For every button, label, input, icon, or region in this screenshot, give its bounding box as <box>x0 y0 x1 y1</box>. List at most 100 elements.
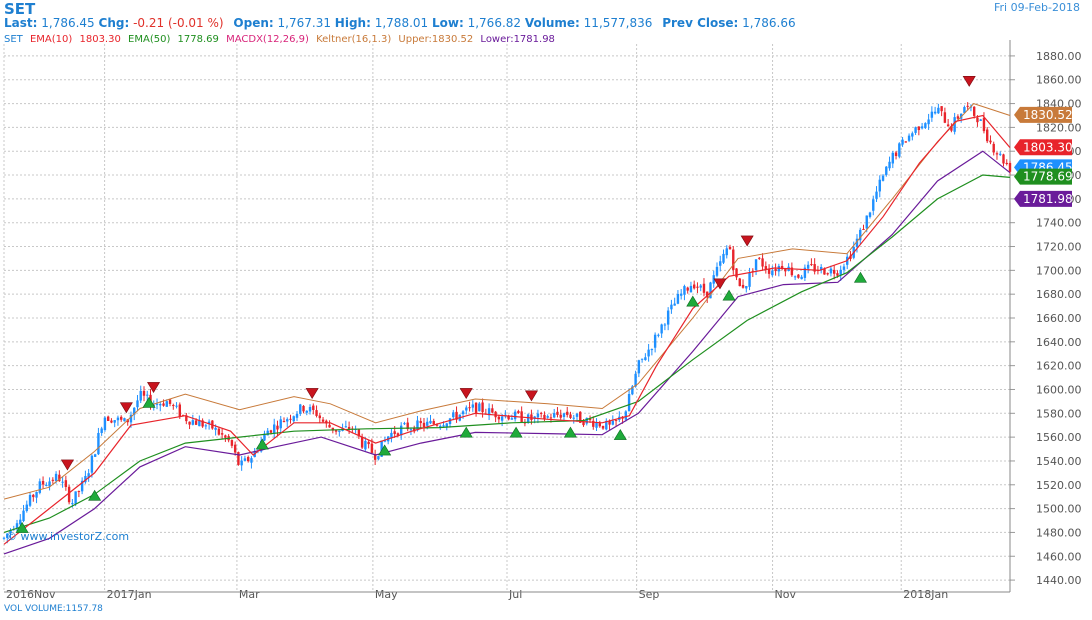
sell-signal-marker <box>713 278 727 290</box>
candle-body <box>595 422 598 428</box>
candle-body <box>878 179 881 192</box>
candle-body <box>175 405 178 407</box>
chg-value: -0.21 (-0.01 %) <box>133 16 224 30</box>
candle-body <box>338 430 341 432</box>
candle-body <box>439 425 442 428</box>
sell-signal-marker <box>305 388 319 399</box>
sell-signal-marker <box>524 390 538 402</box>
candle-body <box>325 420 328 424</box>
candle-body <box>198 420 201 427</box>
y-tick-label: 1820.00 <box>1036 121 1082 134</box>
candle-body <box>305 410 308 413</box>
candle-body <box>250 458 253 463</box>
candle-body <box>513 411 517 420</box>
candle-body <box>220 433 224 435</box>
candle-body <box>663 324 667 326</box>
candle-body <box>390 432 393 439</box>
candle-body <box>100 428 103 433</box>
legend-ema10-value: 1803.30 <box>79 34 121 45</box>
buy-signal-marker <box>563 426 577 438</box>
quote-line: Last: 1,786.45 Chg: -0.21 (-0.01 %) Open… <box>4 16 796 30</box>
candle-body <box>269 430 273 433</box>
candle-body <box>725 248 728 256</box>
indicator-legend: SET EMA(10) 1803.30 EMA(50) 1778.69 MACD… <box>4 34 559 45</box>
candle-body <box>279 419 282 429</box>
candle-body <box>240 460 243 466</box>
candle-body <box>168 399 172 404</box>
candle-body <box>54 473 58 482</box>
candle-body <box>233 444 237 453</box>
candle-body <box>972 106 976 116</box>
candle-body <box>963 107 966 113</box>
candle-body <box>159 403 162 406</box>
y-tick-label: 1500.00 <box>1036 503 1082 516</box>
candle-body <box>647 349 650 357</box>
candle-body <box>1008 162 1012 172</box>
candle-body <box>793 276 797 278</box>
candle-body <box>823 268 826 275</box>
candle-body <box>41 480 45 485</box>
candle-body <box>582 421 585 426</box>
candle-body <box>383 440 387 442</box>
candle-body <box>826 273 829 275</box>
candle-body <box>276 425 279 430</box>
buy-signal-marker <box>15 521 29 533</box>
candle-body <box>393 431 396 434</box>
candle-body <box>719 261 722 266</box>
candle-body <box>370 443 374 453</box>
legend-keltner: Keltner(16,1.3) <box>316 34 392 45</box>
candle-body <box>15 523 19 529</box>
candle-body <box>286 419 289 422</box>
candle-body <box>761 258 764 267</box>
candle-body <box>715 266 719 276</box>
candle-body <box>471 404 475 408</box>
x-tick-label: Nov <box>775 588 797 601</box>
candle-body <box>608 421 611 425</box>
candle-body <box>403 423 406 425</box>
candle-body <box>992 143 995 153</box>
candle-body <box>956 116 960 119</box>
candle-body <box>885 166 888 175</box>
candle-body <box>207 421 211 424</box>
candle-body <box>530 414 533 420</box>
candle-body <box>377 456 380 460</box>
candle-body <box>666 310 670 325</box>
candle-body <box>842 266 846 270</box>
watermark: © www.investorZ.com <box>6 530 130 543</box>
candle-body <box>429 420 432 424</box>
y-tick-label: 1640.00 <box>1036 336 1082 349</box>
y-tick-label: 1440.00 <box>1036 574 1082 587</box>
candle-body <box>855 238 859 248</box>
candle-body <box>312 405 315 410</box>
candle-body <box>448 418 452 425</box>
candle-body <box>745 285 748 289</box>
candle-body <box>829 268 833 274</box>
candle-body <box>999 153 1002 155</box>
x-tick-label: 2016Nov <box>6 588 56 601</box>
y-tick-label: 1720.00 <box>1036 241 1082 254</box>
last-value: 1,786.45 <box>41 16 95 30</box>
candle-body <box>334 429 338 432</box>
candle-body <box>507 415 510 420</box>
candle-body <box>598 423 601 427</box>
candle-body <box>683 286 686 295</box>
candle-body <box>188 421 191 425</box>
candle-body <box>432 420 435 425</box>
legend-set: SET <box>4 34 23 45</box>
candle-body <box>888 161 891 169</box>
candle-body <box>103 417 107 431</box>
candle-body <box>904 141 908 143</box>
candle-body <box>813 264 816 272</box>
candle-body <box>670 304 673 310</box>
candle-body <box>246 456 250 462</box>
candle-body <box>360 436 364 448</box>
candle-body <box>891 152 894 164</box>
candle-body <box>953 117 956 132</box>
sell-signal-marker <box>740 235 754 247</box>
candle-body <box>819 266 823 271</box>
candle-body <box>22 510 25 522</box>
y-tick-label: 1600.00 <box>1036 383 1082 396</box>
candle-body <box>243 458 247 461</box>
buy-signal-marker <box>613 429 627 440</box>
